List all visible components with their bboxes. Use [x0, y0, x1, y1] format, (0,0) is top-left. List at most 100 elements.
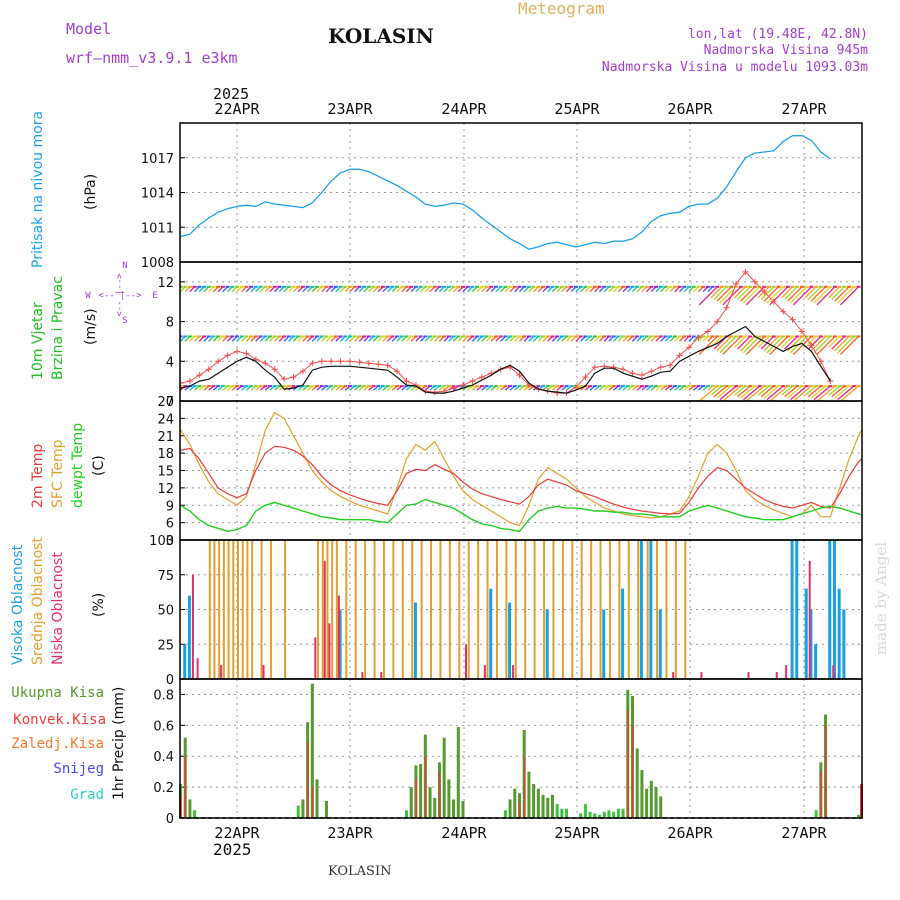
wind-barb — [734, 385, 746, 396]
cloud-bar — [775, 672, 778, 679]
compass-s: S — [122, 316, 127, 326]
precip-total-bar — [814, 810, 818, 818]
precip-total-bar — [659, 796, 663, 818]
cloud-bar — [314, 637, 317, 679]
y-tick-label: 1017 — [141, 152, 174, 167]
precip-total-bar — [536, 788, 540, 818]
wind-gust-marker — [460, 382, 466, 389]
precip-conv-bar — [825, 725, 827, 818]
cloud-bar — [832, 540, 836, 679]
cloud-bar — [323, 560, 326, 679]
wind-barb — [790, 385, 808, 401]
wind-gust-marker — [780, 308, 787, 315]
precip-unit: 1hr Precip (mm) — [111, 687, 127, 800]
y-tick-label: 100 — [149, 534, 174, 549]
wind-barb — [737, 286, 751, 300]
wind-barb — [816, 286, 836, 306]
wind-barb — [804, 385, 817, 396]
precip-total-bar — [419, 763, 423, 818]
wind-barb — [804, 286, 817, 299]
y-tick-label: 1014 — [141, 187, 174, 202]
wind-gust-marker — [450, 385, 457, 392]
precip-total-bar — [315, 779, 319, 818]
wind-barb — [766, 385, 784, 401]
wind-barb — [745, 336, 765, 355]
cloud-bar — [392, 540, 395, 679]
precip-conv-bar — [820, 771, 822, 818]
wind-barb — [740, 336, 756, 352]
precip-total-bar — [532, 784, 536, 818]
date-label-bottom: 23APR — [327, 824, 373, 842]
precip-total-bar — [447, 779, 451, 818]
y-tick-label: 0.8 — [153, 688, 174, 703]
cloud-bar — [842, 609, 846, 679]
wind-barb — [710, 385, 723, 396]
wind-gust-marker — [761, 288, 768, 295]
wind-gust-marker — [620, 366, 627, 373]
cloud-bar — [213, 540, 216, 679]
precip-conv-bar — [184, 756, 187, 818]
cloud-bar — [804, 588, 808, 679]
precip-total-bar — [324, 801, 328, 818]
elevation: Nadmorska Visina 945m — [704, 43, 869, 58]
cloud-bar — [486, 540, 489, 679]
wind-gust-marker — [196, 372, 203, 379]
wind-barb — [828, 336, 841, 348]
precip-legend-item: Ukupna Kisa — [11, 685, 104, 701]
wind-gust-marker — [638, 372, 645, 379]
wind-barb — [807, 286, 822, 300]
y-tick-label: 0 — [166, 673, 174, 688]
wind-barb — [760, 385, 775, 398]
wind-barb — [713, 385, 728, 398]
wind-barb — [784, 286, 798, 300]
wind-barb — [769, 336, 789, 355]
wind-gust-marker — [657, 364, 664, 371]
wind-barb — [813, 286, 831, 304]
wind-barb — [698, 336, 718, 355]
wind-gust-marker — [610, 364, 617, 371]
wind-gust-marker — [309, 360, 316, 367]
plot-area: 1008101110141017048123691215182124270255… — [141, 122, 863, 827]
panel-frame — [179, 678, 863, 819]
precip-legend: Ukupna Kisa Konvek.Kisa Zaledj.Kisa Snijeg G… — [11, 685, 106, 803]
wind-barb — [837, 336, 855, 354]
wind-barb — [834, 336, 850, 352]
cloud-unit: (%) — [91, 593, 107, 617]
wind-barb — [698, 385, 718, 401]
cloud-bar — [382, 540, 385, 679]
precip-conv-bar — [627, 709, 629, 818]
pressure-line — [180, 135, 831, 250]
wind-barb — [810, 385, 826, 399]
wind-unit: (m/s) — [83, 308, 99, 345]
date-label-top: 23APR — [327, 100, 373, 118]
precip-legend-item: Konvek.Kisa — [13, 712, 106, 728]
wind-barb — [807, 336, 822, 350]
cloud-mid-label: Srednja Oblacnost — [30, 537, 46, 665]
precip-total-bar — [301, 799, 305, 818]
pressure-title: Pritisak na nivou mora — [30, 111, 46, 268]
wind-gust-marker — [573, 384, 579, 391]
wind-barb — [837, 385, 855, 401]
wind-gust-marker — [365, 360, 372, 367]
temp-unit: (C) — [91, 455, 107, 476]
sfc-label: SFC Temp — [50, 439, 66, 508]
precip-total-bar — [409, 787, 413, 818]
precip-total-bar — [649, 780, 653, 818]
compass-we-arrow: <-- |--> — [98, 291, 142, 301]
cloud-bar — [512, 665, 515, 679]
cloud-bar — [608, 540, 611, 679]
y-tick-label: 12 — [157, 482, 174, 497]
cloud-bar — [590, 540, 593, 679]
cloud-bar — [477, 540, 480, 679]
cloud-bar — [458, 540, 461, 679]
wind-gust-marker — [337, 358, 344, 365]
cloud-high-label: Visoka Oblacnost — [10, 544, 26, 665]
date-label-top: 24APR — [441, 100, 487, 118]
wind-gust-marker — [591, 364, 598, 371]
precip-total-bar — [645, 788, 649, 818]
cloud-bar — [602, 609, 606, 679]
cloud-bar — [183, 644, 187, 679]
wind-gust-marker — [243, 350, 250, 357]
precip-conv-bar — [523, 756, 526, 818]
wind-gust-marker — [186, 378, 193, 385]
